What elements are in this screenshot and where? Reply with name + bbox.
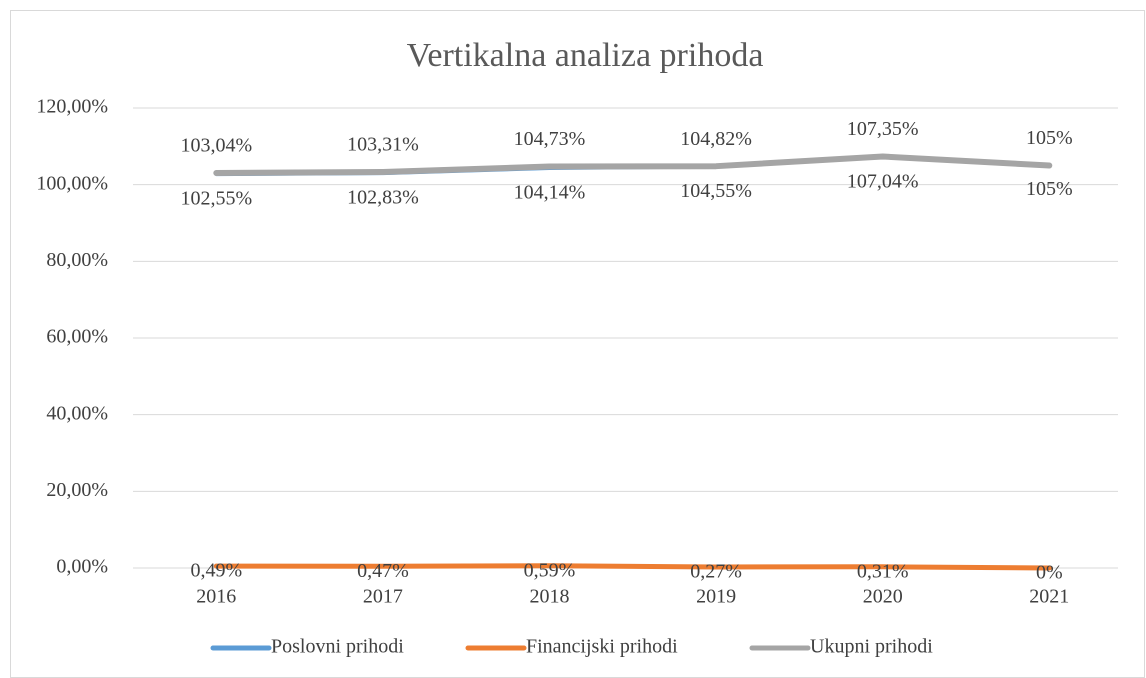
- y-tick-label: 80,00%: [46, 249, 108, 271]
- y-tick-label: 120,00%: [36, 96, 108, 118]
- y-tick-label: 20,00%: [46, 479, 108, 501]
- data-label: 107,35%: [847, 118, 919, 140]
- y-tick-label: 0,00%: [56, 556, 108, 578]
- legend-label: Poslovni prihodi: [271, 636, 404, 658]
- legend-label: Ukupni prihodi: [810, 636, 933, 658]
- x-tick-label: 2019: [696, 586, 736, 608]
- chart-frame: [10, 10, 1145, 678]
- data-label: 0,47%: [357, 560, 409, 582]
- data-label: 104,14%: [514, 181, 586, 203]
- data-label: 104,73%: [514, 128, 586, 150]
- data-label: 103,31%: [347, 134, 419, 156]
- x-tick-label: 2021: [1029, 586, 1069, 608]
- data-label: 0,49%: [190, 560, 242, 582]
- data-label: 105%: [1026, 127, 1073, 149]
- y-tick-label: 100,00%: [36, 172, 108, 194]
- data-label: 103,04%: [180, 135, 252, 157]
- x-tick-label: 2017: [363, 586, 403, 608]
- data-label: 0%: [1036, 562, 1063, 584]
- x-tick-label: 2018: [530, 586, 570, 608]
- legend-label: Financijski prihodi: [526, 636, 678, 658]
- data-label: 105%: [1026, 178, 1073, 200]
- data-label: 102,55%: [180, 187, 252, 209]
- series-line: [213, 153, 1053, 177]
- x-tick-label: 2020: [863, 586, 903, 608]
- chart-title: Vertikalna analiza prihoda: [407, 37, 764, 74]
- data-label: 102,83%: [347, 186, 419, 208]
- series-line: [213, 563, 1052, 571]
- data-label: 0,59%: [524, 559, 576, 581]
- y-tick-label: 60,00%: [46, 326, 108, 348]
- x-tick-label: 2016: [196, 586, 236, 608]
- data-label: 104,55%: [680, 180, 752, 202]
- data-label: 104,82%: [680, 128, 752, 150]
- data-label: 0,31%: [857, 560, 909, 582]
- y-tick-label: 40,00%: [46, 402, 108, 424]
- data-label: 107,04%: [847, 170, 919, 192]
- data-label: 0,27%: [690, 561, 742, 583]
